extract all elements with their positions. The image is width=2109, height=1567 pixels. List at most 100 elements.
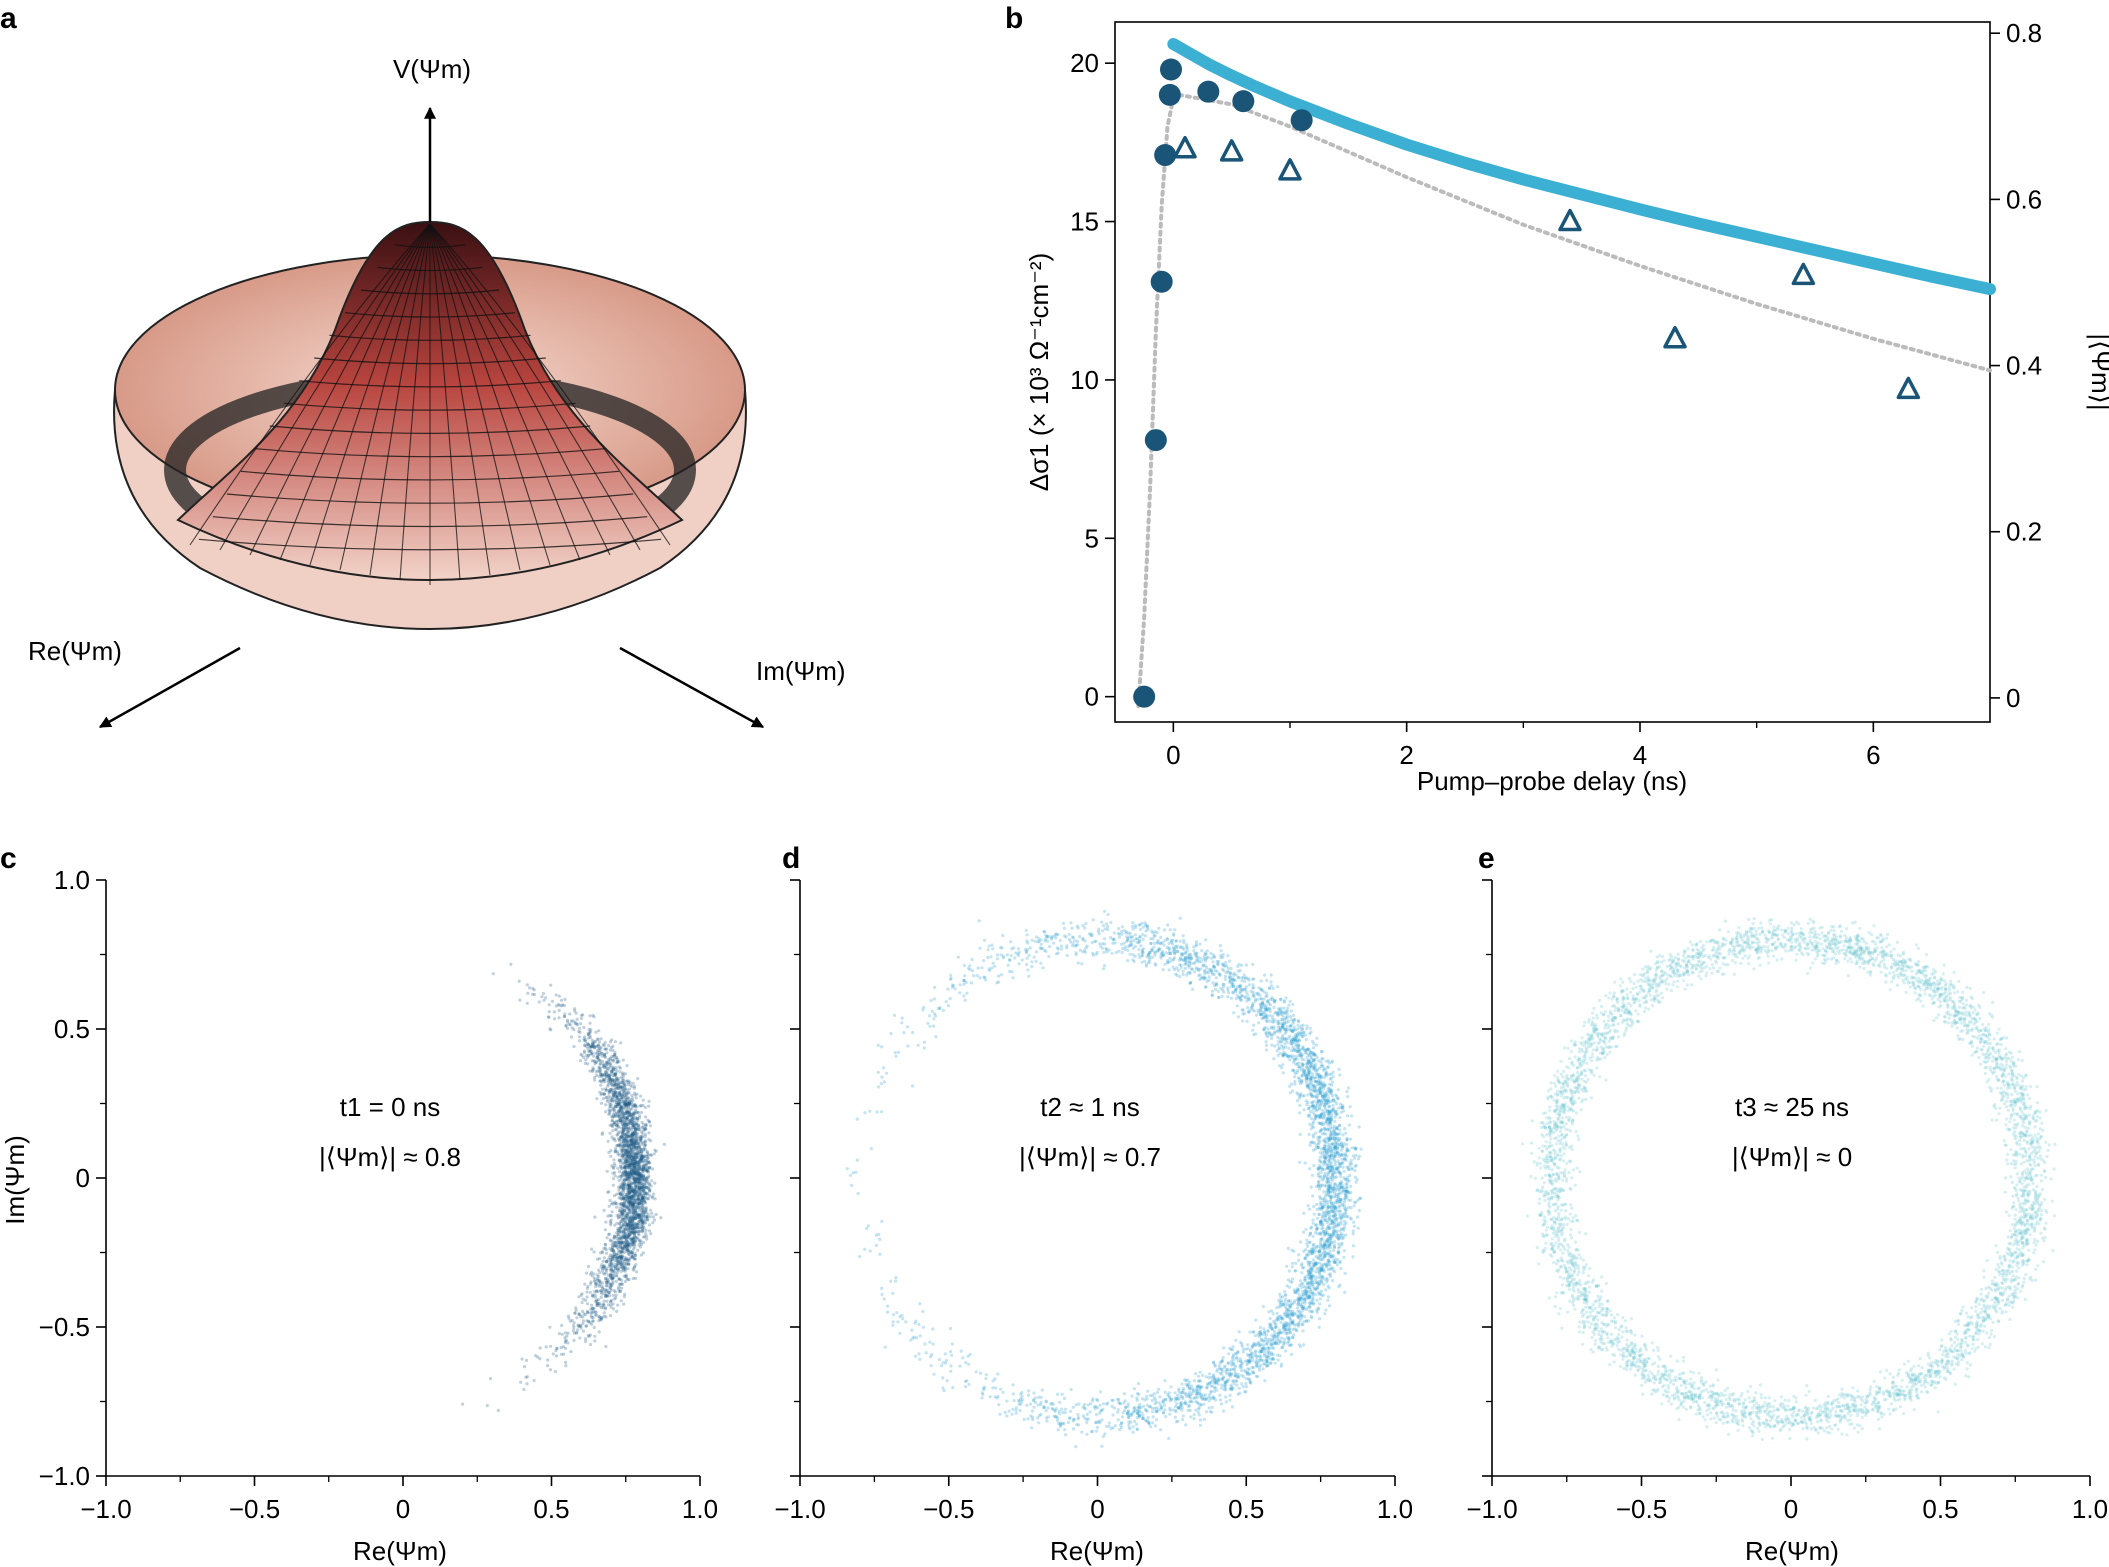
plot-c-point (587, 1264, 591, 1269)
plot-c-point (582, 1055, 586, 1059)
plot-c-point (546, 1358, 550, 1362)
plot-c-point (625, 1222, 629, 1226)
plot-d-point (1042, 930, 1046, 934)
plot-d-point (1330, 1172, 1334, 1176)
plot-c-point (588, 1282, 593, 1286)
plot-d-point (1235, 1383, 1239, 1387)
plot-c-point (650, 1195, 655, 1199)
mesh-meridian (429, 223, 551, 566)
plot-d-point (1168, 956, 1172, 961)
plot-d-point (1135, 1391, 1140, 1396)
plot-d-point (1309, 1051, 1313, 1055)
plot-c-point (585, 1055, 590, 1059)
plot-d-point (1212, 955, 1216, 959)
plot-c-point (610, 1246, 615, 1250)
plot-c-point (600, 1073, 604, 1077)
plot-c-point (617, 1277, 621, 1281)
plot-c-point (640, 1205, 644, 1209)
plot-c-point (615, 1078, 619, 1082)
plot-c-point (628, 1170, 632, 1175)
plot-c-point (629, 1143, 633, 1147)
plot-d-point (1220, 1383, 1224, 1387)
plot-c-point (629, 1175, 633, 1179)
plot-c-point (582, 1038, 586, 1042)
plot-d-point (1204, 938, 1208, 942)
plot-d-point (1270, 1036, 1274, 1041)
plot-c-point (632, 1124, 636, 1128)
plot-c-point (560, 1332, 564, 1336)
plot-c-point (599, 1306, 604, 1310)
mesh-meridian (369, 223, 431, 576)
plot-c-point (565, 1018, 570, 1022)
plot-c-point (575, 1017, 579, 1021)
plot-d-point (1025, 933, 1029, 937)
plot-c-point (461, 1402, 465, 1406)
plot-c-point (609, 1221, 613, 1225)
plot-d-point (1210, 989, 1215, 993)
plot-d-point (1261, 1343, 1265, 1347)
plot-d-point (1056, 951, 1060, 955)
plot-c-point (584, 1339, 588, 1344)
plot-c-point (635, 1206, 639, 1210)
plot-c-point (577, 1295, 581, 1299)
plot-b-point-circle (1290, 109, 1313, 132)
re-axis-label: Re(Ψm) (28, 636, 122, 666)
plot-c-point (586, 1302, 590, 1306)
plot-c-point (623, 1178, 627, 1182)
plot-c-point (592, 1046, 597, 1050)
plot-c-point (625, 1140, 629, 1144)
plot-c-point (596, 1048, 600, 1052)
plot-c-point (622, 1074, 626, 1078)
plot-c-point (638, 1191, 642, 1195)
plot-c-point (637, 1144, 641, 1148)
plot-c-point (618, 1222, 622, 1226)
plot-c-point (634, 1132, 638, 1136)
plot-d-point (1284, 996, 1288, 1000)
plot-c-point (588, 1272, 593, 1276)
plot-b-ytick-left-label: 10 (1070, 365, 1099, 395)
plot-c-point (603, 1246, 608, 1250)
plot-c-point (612, 1158, 616, 1162)
plot-c-point (575, 1316, 579, 1320)
plot-c-point (619, 1134, 623, 1138)
plot-d-point (1335, 1102, 1339, 1106)
plot-c-point (647, 1183, 652, 1187)
plot-c-point (627, 1253, 631, 1257)
plot-d-point (1288, 999, 1292, 1004)
plot-d-point (1258, 1325, 1262, 1330)
plot-d-point (996, 1372, 1000, 1376)
plot-c-point (632, 1198, 636, 1202)
plot-d-point (1162, 928, 1166, 932)
plot-d-point (1271, 986, 1275, 991)
plot-c-point (600, 1292, 604, 1296)
plot-c-point (617, 1137, 621, 1141)
plot-d-point (991, 961, 995, 965)
plot-c-point (647, 1223, 652, 1227)
plot-c-point (609, 1283, 613, 1287)
plot-c-point (599, 1093, 603, 1097)
plot-c-point (544, 1345, 548, 1349)
plot-c-point (612, 1244, 617, 1248)
plot-c-point (614, 1075, 618, 1079)
plot-c-point (553, 1017, 557, 1021)
plot-d-point (974, 1370, 978, 1374)
plot-c-point (638, 1163, 642, 1167)
plot-c-point (567, 1316, 571, 1320)
plot-c-ytick-label: 0 (76, 1163, 90, 1193)
plot-c-point (630, 1140, 634, 1144)
plot-c-point (547, 1010, 551, 1014)
plot-c-point (618, 1229, 622, 1234)
plot-d-point (1208, 1410, 1212, 1414)
plot-c-point (611, 1092, 615, 1096)
plot-d-point (1240, 1019, 1245, 1023)
plot-c-point (643, 1135, 647, 1139)
plot-c-point (631, 1081, 635, 1085)
plot-c-point (611, 1293, 615, 1297)
plot-c-point (620, 1085, 624, 1090)
plot-d-point (1237, 1015, 1241, 1019)
plot-c-point (578, 1336, 582, 1340)
plot-c-point (634, 1178, 638, 1182)
plot-c-ytick-label: 0.5 (54, 1014, 90, 1044)
plot-c-point (644, 1181, 649, 1186)
mesh-meridian (219, 223, 431, 551)
